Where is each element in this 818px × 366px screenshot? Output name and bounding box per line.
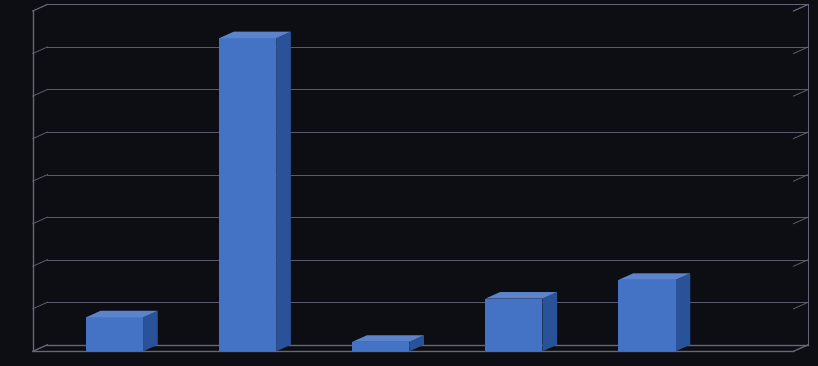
Polygon shape: [409, 335, 424, 351]
Polygon shape: [86, 311, 158, 317]
Polygon shape: [618, 273, 690, 280]
Polygon shape: [542, 292, 557, 351]
Polygon shape: [86, 317, 143, 351]
Polygon shape: [353, 342, 409, 351]
Polygon shape: [276, 31, 291, 351]
Polygon shape: [143, 311, 158, 351]
Polygon shape: [676, 273, 690, 351]
Polygon shape: [353, 335, 424, 342]
Polygon shape: [219, 38, 276, 351]
Polygon shape: [485, 292, 557, 299]
Polygon shape: [485, 299, 542, 351]
Polygon shape: [618, 280, 676, 351]
Polygon shape: [219, 31, 291, 38]
